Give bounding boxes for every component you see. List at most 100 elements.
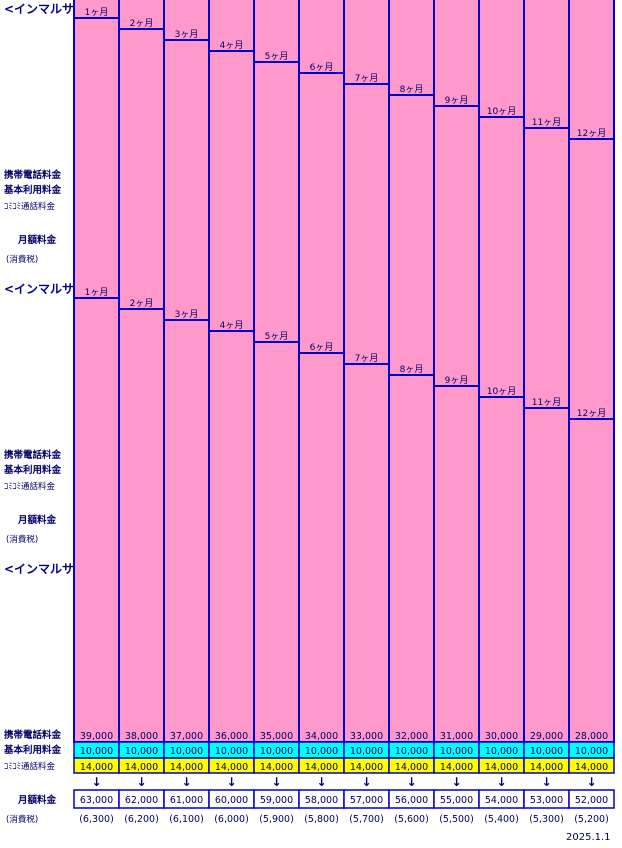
month-label: 3ヶ月 — [175, 29, 199, 40]
month-label: 8ヶ月 — [400, 364, 424, 375]
value-label-total: 55,000 — [440, 795, 473, 806]
month-label: 10ヶ月 — [487, 386, 516, 397]
value-label-phone: 39,000 — [80, 731, 113, 742]
value-label-base: 10,000 — [80, 746, 113, 757]
month-label: 6ヶ月 — [310, 62, 334, 73]
bar — [298, 352, 345, 743]
value-label-call: 14,000 — [440, 762, 473, 773]
value-label-phone: 36,000 — [215, 731, 248, 742]
down-arrow-icon: ↓ — [406, 775, 416, 789]
value-label-tax: (6,200) — [124, 814, 159, 825]
month-label: 3ヶ月 — [175, 309, 199, 320]
value-label-total: 62,000 — [125, 795, 158, 806]
value-label-base: 10,000 — [440, 746, 473, 757]
month-label: 1ヶ月 — [85, 287, 109, 298]
bar — [568, 418, 615, 743]
value-label-phone: 38,000 — [125, 731, 158, 742]
footer-date: 2025.1.1 — [566, 832, 611, 843]
down-arrow-icon: ↓ — [361, 775, 371, 789]
value-label-phone: 31,000 — [440, 731, 473, 742]
down-arrow-icon: ↓ — [271, 775, 281, 789]
down-arrow-icon: ↓ — [541, 775, 551, 789]
value-label-call: 14,000 — [350, 762, 383, 773]
row-label-call: ｺﾐｺﾐ通話料金 — [4, 761, 56, 772]
bar — [163, 319, 210, 743]
value-label-tax: (6,100) — [169, 814, 204, 825]
month-label: 11ヶ月 — [532, 397, 561, 408]
value-label-base: 10,000 — [485, 746, 518, 757]
row-label-tax: (消費税) — [6, 814, 38, 825]
value-label-call: 14,000 — [260, 762, 293, 773]
month-label: 2ヶ月 — [130, 298, 154, 309]
down-arrow-icon: ↓ — [226, 775, 236, 789]
month-label: 4ヶ月 — [220, 40, 244, 51]
down-arrow-icon: ↓ — [496, 775, 506, 789]
month-label: 9ヶ月 — [445, 95, 469, 106]
bar — [118, 308, 165, 743]
value-label-tax: (6,000) — [214, 814, 249, 825]
bar — [208, 330, 255, 743]
value-label-base: 10,000 — [170, 746, 203, 757]
row-label-phone: 携帯電話料金 — [4, 169, 62, 181]
value-label-base: 10,000 — [305, 746, 338, 757]
down-arrow-icon: ↓ — [181, 775, 191, 789]
down-arrow-icon: ↓ — [586, 775, 596, 789]
month-label: 10ヶ月 — [487, 106, 516, 117]
bar — [478, 396, 525, 743]
value-label-call: 14,000 — [170, 762, 203, 773]
month-label: 7ヶ月 — [355, 353, 379, 364]
value-label-phone: 33,000 — [350, 731, 383, 742]
row-label-tax: (消費税) — [6, 534, 38, 545]
value-label-phone: 34,000 — [305, 731, 338, 742]
month-label: 1ヶ月 — [85, 7, 109, 18]
bar — [73, 297, 120, 743]
row-label-base: 基本利用料金 — [3, 184, 62, 196]
row-label-total: 月額料金 — [17, 794, 57, 806]
month-label: 5ヶ月 — [265, 331, 289, 342]
month-label: 12ヶ月 — [577, 408, 606, 419]
bar — [343, 363, 390, 743]
row-label-base: 基本利用料金 — [3, 464, 62, 476]
value-label-base: 10,000 — [395, 746, 428, 757]
value-label-total: 60,000 — [215, 795, 248, 806]
value-label-total: 56,000 — [395, 795, 428, 806]
down-arrow-icon: ↓ — [91, 775, 101, 789]
value-label-total: 58,000 — [305, 795, 338, 806]
value-label-phone: 28,000 — [575, 731, 608, 742]
value-label-tax: (5,700) — [349, 814, 384, 825]
value-label-tax: (5,500) — [439, 814, 474, 825]
month-label: 12ヶ月 — [577, 128, 606, 139]
bar — [253, 341, 300, 743]
value-label-tax: (5,800) — [304, 814, 339, 825]
row-label-base: 基本利用料金 — [3, 744, 62, 756]
value-label-tax: (5,600) — [394, 814, 429, 825]
value-label-total: 61,000 — [170, 795, 203, 806]
month-label: 7ヶ月 — [355, 73, 379, 84]
value-label-call: 14,000 — [575, 762, 608, 773]
month-label: 4ヶ月 — [220, 320, 244, 331]
down-arrow-icon: ↓ — [451, 775, 461, 789]
value-label-total: 54,000 — [485, 795, 518, 806]
value-label-tax: (5,900) — [259, 814, 294, 825]
value-label-tax: (6,300) — [79, 814, 114, 825]
row-label-call: ｺﾐｺﾐ通話料金 — [4, 201, 56, 212]
month-label: 6ヶ月 — [310, 342, 334, 353]
row-label-call: ｺﾐｺﾐ通話料金 — [4, 481, 56, 492]
row-label-total: 月額料金 — [17, 234, 57, 246]
value-label-base: 10,000 — [260, 746, 293, 757]
value-label-phone: 37,000 — [170, 731, 203, 742]
value-label-total: 63,000 — [80, 795, 113, 806]
value-label-phone: 30,000 — [485, 731, 518, 742]
cell-call — [568, 757, 615, 774]
value-label-tax: (5,200) — [574, 814, 609, 825]
bar — [523, 407, 570, 743]
value-label-call: 14,000 — [305, 762, 338, 773]
bar — [433, 385, 480, 743]
month-label: 2ヶ月 — [130, 18, 154, 29]
row-label-tax: (消費税) — [6, 254, 38, 265]
bar — [388, 374, 435, 743]
value-label-total: 59,000 — [260, 795, 293, 806]
month-label: 11ヶ月 — [532, 117, 561, 128]
value-label-base: 10,000 — [575, 746, 608, 757]
month-label: 9ヶ月 — [445, 375, 469, 386]
